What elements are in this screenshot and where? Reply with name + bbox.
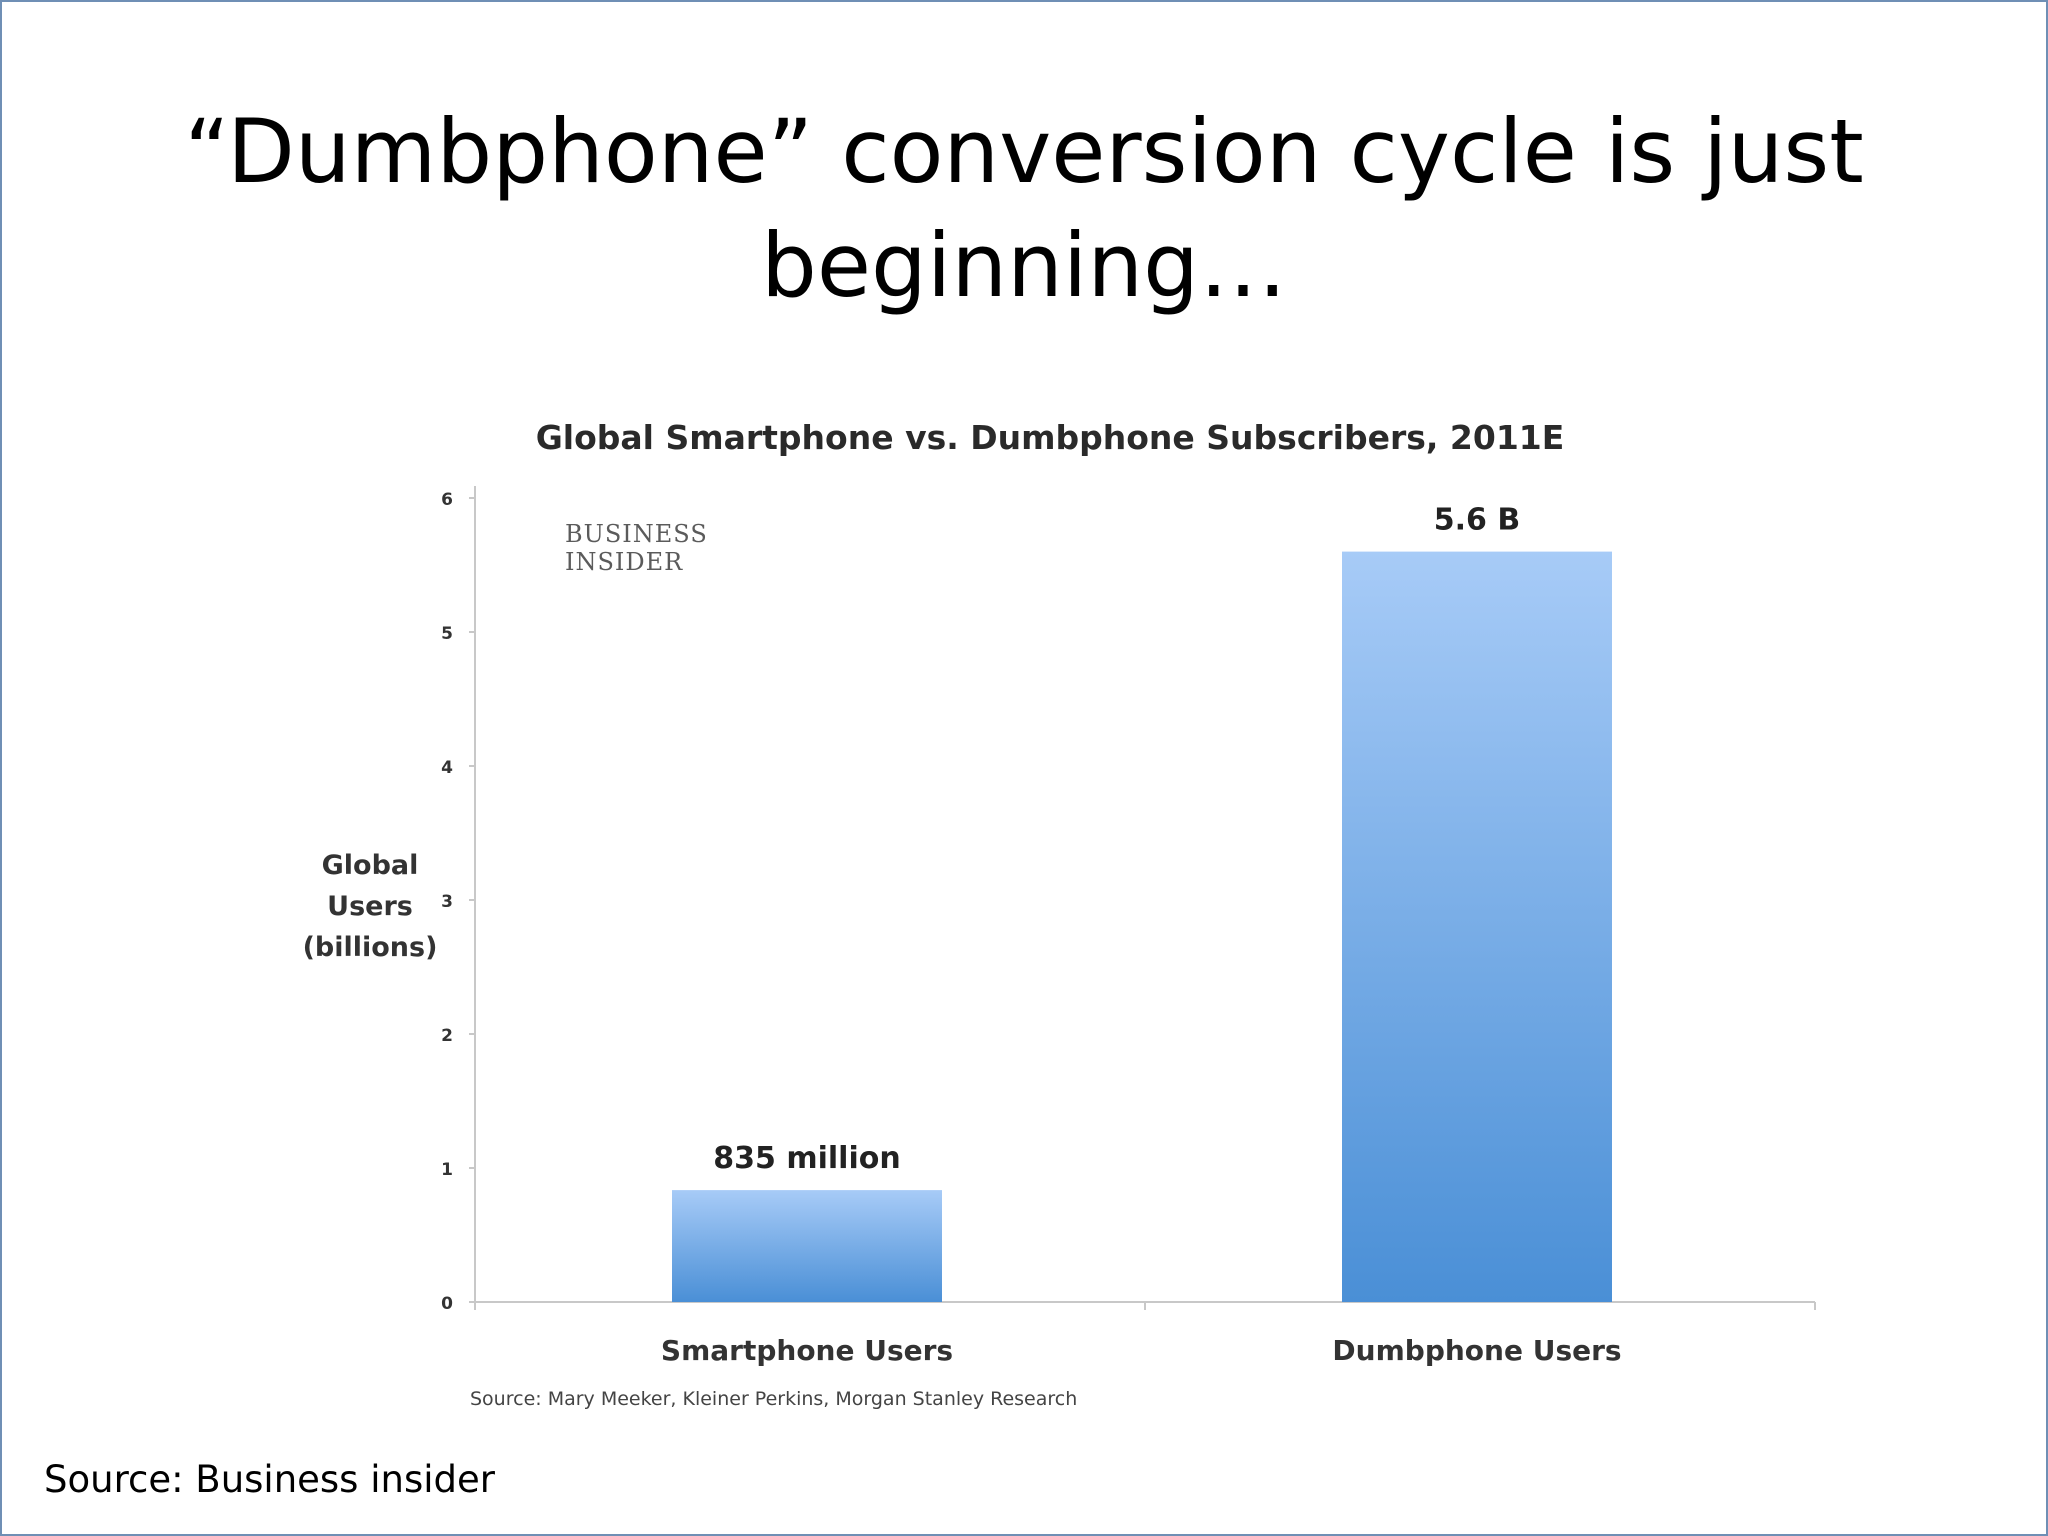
bar-chart: 0 1 2 3 4 5 6 835 million Smartphone Users 5.6 B… [441, 486, 1816, 1367]
y-tick-label: 2 [441, 1026, 453, 1046]
chart-source-note: Source: Mary Meeker, Kleiner Perkins, Mo… [470, 1388, 1078, 1410]
slide-title-line1: “Dumbphone” conversion cycle is just [184, 100, 1864, 203]
bar [1342, 551, 1612, 1302]
slide-title: “Dumbphone” conversion cycle is just beg… [0, 95, 2048, 323]
chart-title: Global Smartphone vs. Dumbphone Subscrib… [535, 418, 1565, 457]
page-source: Source: Business insider [44, 1458, 495, 1501]
y-tick-label: 3 [441, 892, 453, 912]
y-tick-label: 0 [441, 1294, 453, 1314]
chart-panel: Global Smartphone vs. Dumbphone Subscrib… [270, 390, 1830, 1430]
y-axis-label: Global Users (billions) [290, 845, 450, 968]
business-insider-logo: BUSINESS INSIDER [565, 520, 708, 576]
chart-labels: 835 million Smartphone Users 5.6 B Dumbphon… [661, 503, 1622, 1367]
y-axis-label-line2: Users [327, 891, 413, 922]
data-label: 835 million [713, 1141, 900, 1176]
y-tick-label: 4 [441, 758, 453, 778]
slide-title-line2: beginning… [761, 214, 1287, 317]
y-tick-label: 1 [441, 1160, 453, 1180]
data-label: 5.6 B [1434, 503, 1520, 538]
logo-line2: INSIDER [565, 548, 684, 576]
bar [672, 1190, 942, 1302]
chart-bars [672, 551, 1612, 1302]
logo-line1: BUSINESS [565, 520, 708, 548]
y-tick-label: 6 [441, 490, 453, 510]
y-axis-label-line3: (billions) [302, 932, 438, 963]
x-tick-label: Smartphone Users [661, 1334, 953, 1367]
y-axis-label-line1: Global [321, 850, 419, 881]
x-tick-label: Dumbphone Users [1332, 1334, 1621, 1367]
y-tick-label: 5 [441, 624, 453, 644]
